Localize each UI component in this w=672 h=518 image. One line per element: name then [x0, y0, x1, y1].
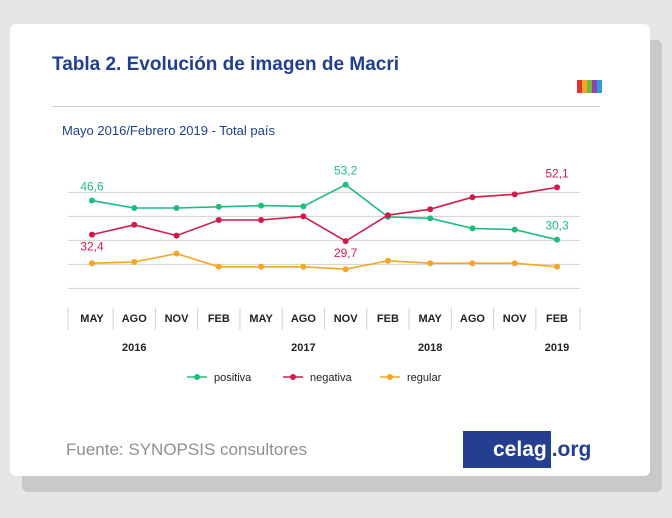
- data-point-positiva: [258, 202, 265, 209]
- legend-swatch-marker: [290, 374, 296, 380]
- data-point-regular: [131, 259, 138, 265]
- data-point-positiva: [511, 226, 518, 233]
- x-tick-label: AGO: [122, 313, 148, 325]
- data-label: 53,2: [334, 164, 358, 178]
- brand-name: celag: [463, 431, 551, 468]
- data-point-negativa: [89, 231, 95, 238]
- data-point-negativa: [511, 191, 518, 198]
- year-label: 2019: [545, 342, 569, 354]
- logo-stripe: [577, 80, 582, 93]
- data-point-positiva: [173, 205, 180, 211]
- data-point-regular: [427, 260, 434, 267]
- data-point-positiva: [342, 181, 349, 188]
- logo-stripe: [592, 80, 597, 93]
- series-line-regular: [91, 252, 558, 271]
- brand-tld: .org: [551, 437, 592, 461]
- data-label: 29,7: [334, 246, 358, 260]
- logo-stripe: [587, 80, 592, 93]
- data-point-regular: [89, 260, 95, 267]
- data-point-negativa: [300, 213, 307, 220]
- x-tick-label: MAY: [80, 313, 104, 325]
- data-point-regular: [554, 263, 560, 270]
- x-tick-label: FEB: [546, 313, 568, 325]
- x-tick-label: FEB: [377, 313, 399, 325]
- data-point-negativa: [384, 212, 391, 219]
- x-tick-label: NOV: [165, 313, 190, 325]
- year-label: 2018: [418, 342, 442, 354]
- chart-title: Tabla 2. Evolución de imagen de Macri: [52, 54, 400, 75]
- data-point-negativa: [215, 217, 222, 223]
- data-point-negativa: [469, 194, 476, 201]
- legend-label: negativa: [310, 372, 352, 384]
- series-line-negativa: [91, 186, 558, 243]
- title-divider: [52, 106, 600, 107]
- x-tick-label: MAY: [418, 313, 442, 325]
- data-point-negativa: [131, 221, 138, 228]
- data-point-positiva: [131, 205, 138, 211]
- x-tick-label: AGO: [291, 313, 317, 325]
- x-tick-label: FEB: [208, 313, 230, 325]
- data-label: 46,6: [80, 180, 104, 194]
- data-point-positiva: [554, 236, 560, 243]
- data-point-positiva: [469, 225, 476, 232]
- data-point-negativa: [427, 206, 434, 213]
- x-tick-label: NOV: [334, 313, 359, 325]
- data-point-positiva: [300, 203, 307, 210]
- legend-label: regular: [407, 372, 442, 384]
- x-tick-label: NOV: [503, 313, 528, 325]
- data-point-negativa: [342, 238, 349, 245]
- chart-card: [10, 24, 650, 476]
- data-point-positiva: [215, 203, 222, 210]
- year-label: 2016: [122, 342, 146, 354]
- data-point-positiva: [427, 215, 434, 222]
- legend-swatch-marker: [194, 374, 200, 380]
- data-point-regular: [173, 250, 180, 257]
- data-point-regular: [215, 263, 222, 270]
- data-label: 32,4: [80, 240, 104, 254]
- celag-brand-logo[interactable]: celag .org: [463, 431, 592, 468]
- data-label: 52,1: [545, 166, 569, 180]
- x-tick-label: AGO: [460, 313, 486, 325]
- chart-subtitle: Mayo 2016/Febrero 2019 - Total país: [62, 123, 275, 138]
- year-label: 2017: [291, 342, 315, 354]
- data-point-regular: [258, 263, 265, 270]
- series-line-positiva: [91, 183, 558, 241]
- legend-swatch-marker: [387, 374, 393, 380]
- data-point-negativa: [258, 217, 265, 223]
- data-point-negativa: [554, 184, 560, 191]
- data-point-regular: [469, 260, 476, 267]
- logo-stripe: [582, 80, 587, 93]
- data-point-regular: [384, 257, 391, 264]
- data-point-positiva: [89, 197, 95, 204]
- source-note: Fuente: SYNOPSIS consultores: [66, 440, 307, 459]
- data-label: 30,3: [545, 219, 569, 233]
- celag-stripes-logo: [577, 80, 602, 93]
- logo-stripe: [597, 80, 602, 93]
- legend-label: positiva: [214, 372, 252, 384]
- x-tick-label: MAY: [249, 313, 273, 325]
- data-point-regular: [511, 260, 518, 267]
- data-point-negativa: [173, 232, 180, 239]
- data-point-regular: [300, 263, 307, 270]
- data-point-regular: [342, 266, 349, 273]
